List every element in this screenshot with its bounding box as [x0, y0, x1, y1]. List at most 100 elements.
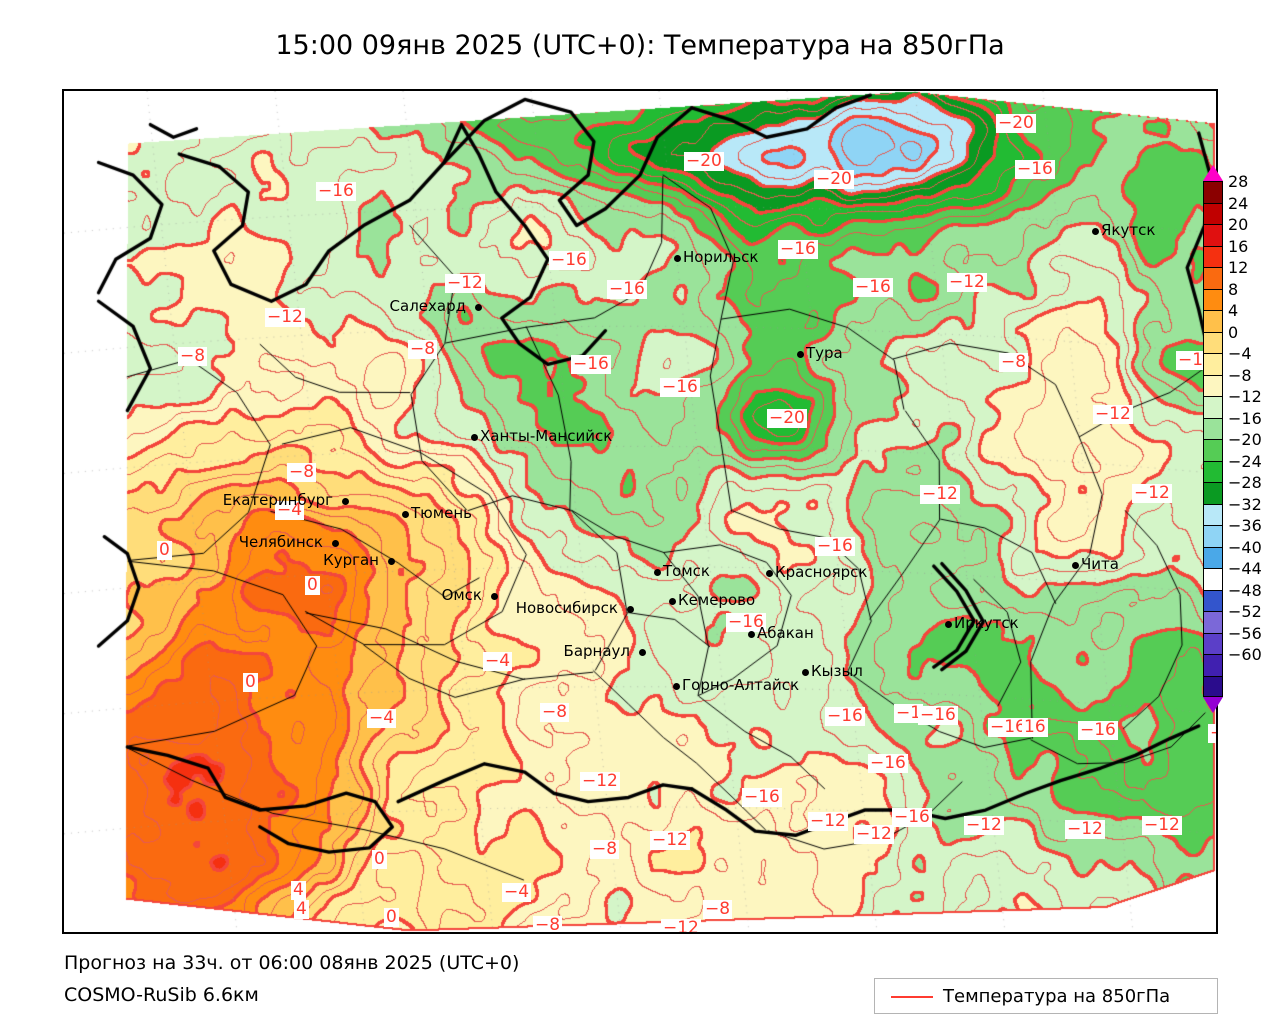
contour-label: −16: [549, 250, 589, 270]
map-frame[interactable]: −16 −20 −20 −20 −16 −12 −16 −16 −16 −16 −12 −12 −8 −8…: [62, 89, 1218, 934]
colorbar-tick-label: 4: [1228, 301, 1239, 320]
contour-label: 0: [243, 672, 258, 692]
contour-label: −16: [1015, 159, 1055, 179]
contour-label: −12: [1142, 815, 1182, 835]
city-dot-icon: [342, 498, 349, 505]
contour-label: −12: [1093, 404, 1133, 424]
city-dot-icon: [475, 304, 482, 311]
colorbar-tick-label: 12: [1228, 258, 1249, 277]
city-dot-icon: [627, 606, 634, 613]
colorbar-tick-label: −44: [1228, 559, 1262, 578]
city-label: Курган: [323, 551, 379, 569]
city-dot-icon: [332, 540, 339, 547]
city-label: Челябинск: [238, 533, 323, 551]
model-info-line: COSMO-RuSib 6.6км: [64, 984, 259, 1006]
city-dot-icon: [1092, 228, 1099, 235]
contour-label: −20: [814, 169, 854, 189]
temperature-field-canvas: [64, 91, 1216, 932]
colorbar-tick-label: −28: [1228, 473, 1262, 492]
colorbar-band: [1203, 374, 1223, 396]
colorbar-tick-label: −52: [1228, 602, 1262, 621]
contour-label: 0: [305, 575, 320, 595]
city-label: Ханты-Мансийск: [480, 427, 613, 445]
city-dot-icon: [674, 255, 681, 262]
contour-label: −8: [287, 462, 317, 482]
city-dot-icon: [491, 593, 498, 600]
contour-label: −16: [778, 239, 818, 259]
contour-label: −12: [1132, 483, 1172, 503]
colorbar-tick-label: 20: [1228, 215, 1249, 234]
city-dot-icon: [654, 569, 661, 576]
colorbar-band: [1203, 525, 1223, 547]
contour-label: 4: [291, 880, 306, 900]
colorbar-band: [1203, 181, 1223, 203]
contour-label: −20: [996, 113, 1036, 133]
colorbar-band: [1203, 439, 1223, 461]
contour-label: −12: [580, 771, 620, 791]
city-dot-icon: [748, 631, 755, 638]
city-label: Якутск: [1101, 221, 1156, 239]
forecast-info-line: Прогноз на 33ч. от 06:00 08янв 2025 (UTC…: [64, 952, 520, 974]
contour-label: 4: [294, 899, 309, 919]
city-dot-icon: [388, 558, 395, 565]
colorbar[interactable]: [1203, 181, 1223, 697]
contour-label: −12: [445, 273, 485, 293]
contour-label: 0: [384, 907, 399, 927]
contour-label: −12: [964, 815, 1004, 835]
colorbar-tick-label: −12: [1228, 387, 1262, 406]
colorbar-tick-label: −60: [1228, 645, 1262, 664]
contour-label: −12: [1065, 819, 1105, 839]
contour-label: −1: [894, 703, 924, 723]
contour-label: −8: [408, 339, 438, 359]
colorbar-tick-label: −20: [1228, 430, 1262, 449]
colorbar-band: [1203, 568, 1223, 590]
city-label: Кызыл: [811, 662, 863, 680]
contour-label: −12: [920, 484, 960, 504]
contour-label: −16: [660, 377, 700, 397]
city-label: Чита: [1081, 555, 1119, 573]
colorbar-tick-label: −40: [1228, 537, 1262, 557]
city-label: Омск: [441, 586, 482, 604]
colorbar-band: [1203, 245, 1223, 267]
contour-label: −16: [1078, 720, 1118, 740]
contour-label: −16: [571, 354, 611, 374]
colorbar-band: [1203, 224, 1223, 246]
colorbar-band: [1203, 611, 1223, 633]
contour-label: −16: [1208, 724, 1216, 743]
contour-label: −4: [367, 708, 397, 728]
contour-label: −16: [892, 807, 932, 827]
contour-label: −16: [316, 181, 356, 201]
city-label: Тюмень: [411, 504, 472, 522]
colorbar-tick-label: −24: [1228, 451, 1262, 471]
colorbar-band: [1203, 396, 1223, 418]
colorbar-band: [1203, 288, 1223, 310]
colorbar-band: [1203, 267, 1223, 289]
contour-label: −16: [868, 753, 908, 773]
contour-label: −4: [483, 651, 513, 671]
contour-label: −16: [853, 277, 893, 297]
city-dot-icon: [673, 683, 680, 690]
contour-label: −8: [703, 899, 733, 919]
city-dot-icon: [1072, 562, 1079, 569]
contour-label: −16: [988, 717, 1028, 737]
contour-label: −16: [918, 705, 958, 725]
colorbar-band: [1203, 589, 1223, 611]
colorbar-band: [1203, 503, 1223, 525]
city-dot-icon: [669, 598, 676, 605]
colorbar-tick-label: 16: [1228, 236, 1249, 256]
contour-label: −16: [607, 279, 647, 299]
colorbar-tick-label: 28: [1228, 172, 1249, 191]
city-dot-icon: [766, 570, 773, 577]
contour-label: −8: [999, 352, 1029, 372]
colorbar-tick-label: −48: [1228, 580, 1262, 600]
colorbar-tick-label: −8: [1228, 365, 1252, 385]
colorbar-under-arrow-icon: [1203, 697, 1223, 713]
city-label: Салехард: [389, 297, 466, 315]
city-label: Красноярск: [775, 563, 868, 581]
city-dot-icon: [945, 621, 952, 628]
colorbar-band: [1203, 202, 1223, 224]
contour-label: −20: [684, 151, 724, 171]
contour-label: 0: [157, 540, 172, 560]
city-label: Барнаул: [563, 642, 630, 660]
